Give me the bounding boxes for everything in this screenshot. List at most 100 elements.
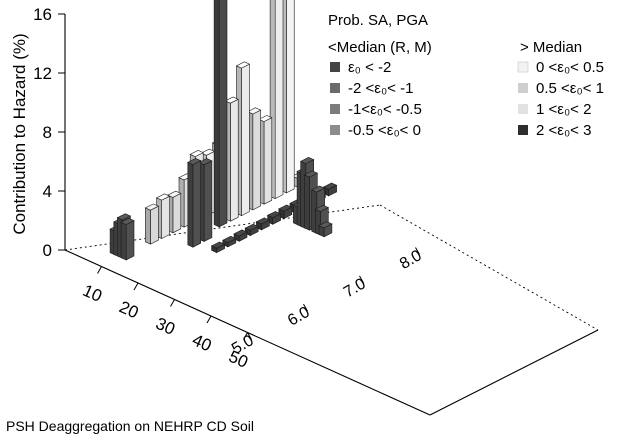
bar-face [224,96,239,104]
legend-item-label: -1<ε₀< -0.5 [348,101,422,118]
legend-swatch [330,83,340,93]
y-tick-label: 4 [43,182,52,201]
bar [318,221,333,238]
x-tick-label: 40 [189,330,214,355]
legend-item-label: ε₀ < -2 [348,59,391,76]
bar [120,217,135,261]
legend-swatch [330,62,340,72]
bar-face [116,213,132,221]
bar [155,193,171,239]
bar-face [120,217,135,225]
x-tick-mark [133,282,139,291]
bar-face [167,190,182,198]
y-tick-group: 0 4 8 12 16 [33,5,65,260]
legend-swatch [330,125,340,135]
legend-swatch [518,125,528,135]
legend-swatch [518,104,528,114]
bar-face [203,160,213,242]
legend-item-label: 2 <ε₀< 3 [536,122,591,139]
legend-item-label: -2 <ε₀< -1 [348,80,413,97]
bar-face [155,193,171,201]
bar-face [278,204,293,212]
bar-face [192,160,201,248]
bar [198,158,213,242]
x-tick-mark [97,266,102,274]
bar-face [247,107,262,115]
y-axis-label: Contribution to Hazard (%) [10,33,29,234]
legend-swatch [517,61,529,73]
bar-face [198,158,213,166]
bar [187,157,202,248]
z-tick-mark [359,275,364,284]
bar-face [187,161,194,248]
legend-right-header: > Median [520,39,582,56]
legend-left-header: <Median (R, M) [328,39,432,56]
bar [244,223,259,237]
legend: Prob. SA, PGA <Median (R, M) > Median ε₀… [328,12,604,139]
y-tick-label: 0 [43,241,52,260]
bar-face [303,170,318,178]
axes-frame [64,14,599,416]
z-tick-mark [415,247,420,255]
bar-face [144,203,160,211]
bar-face [120,221,127,261]
bar-face [286,0,295,194]
bar-face [244,223,259,231]
x-tick-label: 10 [80,281,105,306]
x-tick-label: 30 [153,314,178,339]
bar [233,229,248,242]
x-tick-mark [170,299,175,307]
x-tick-mark [206,315,212,324]
x-tick-mark [243,332,248,340]
bar-face [311,185,326,193]
bar-face [255,217,271,225]
bar-face [252,109,261,211]
bar [222,235,237,248]
bar-face [222,235,237,243]
z-tick-label: 6.0 [285,304,313,330]
bar-face [266,211,282,218]
bar-face [233,229,248,237]
bar [144,203,160,245]
bar-face [172,192,182,234]
bar-face [235,61,251,69]
bar-face [274,0,284,200]
bar-face [213,0,220,228]
x-tick-label: 20 [116,297,141,322]
z-tick-mark [247,332,252,340]
bar-face [210,241,226,249]
legend-left-list: ε₀ < -2 -2 <ε₀< -1 -1<ε₀< -0.5 -0.5 <ε₀< 0 [330,59,422,139]
bar-face [318,221,333,229]
bar-face [304,174,310,231]
legend-item-label: 1 <ε₀< 2 [536,101,591,118]
footer-caption: PSH Deaggregation on NEHRP CD Soil [6,418,254,434]
bar-face [258,115,273,122]
bar-face [230,98,239,222]
legend-item-label: 0 <ε₀< 0.5 [536,59,604,76]
legend-swatch [330,104,340,114]
bar-face [161,195,170,239]
bar-face [322,182,338,190]
bar-face [218,0,228,228]
legend-right-list: 0 <ε₀< 0.5 0.5 <ε₀< 1 1 <ε₀< 2 2 <ε₀< 3 [517,59,604,139]
z-tick-mark [303,303,308,312]
bar [266,211,282,225]
bar-group [109,0,338,261]
y-tick-label: 16 [33,5,52,24]
bar-face [241,63,250,217]
bar-face [150,205,159,245]
legend-item-label: -0.5 <ε₀< 0 [348,122,421,139]
legend-title: Prob. SA, PGA [328,12,428,29]
right-floor-line [379,204,599,331]
bar-face [263,117,273,205]
y-tick-label: 12 [33,64,52,83]
bar-face [300,156,315,164]
bar [322,182,338,197]
z-tick-group: 5.06.07.08.0 [229,247,425,358]
bar-face [187,157,202,165]
y-tick-label: 8 [43,123,52,142]
bar-face [189,149,204,157]
bar-face [125,220,135,261]
